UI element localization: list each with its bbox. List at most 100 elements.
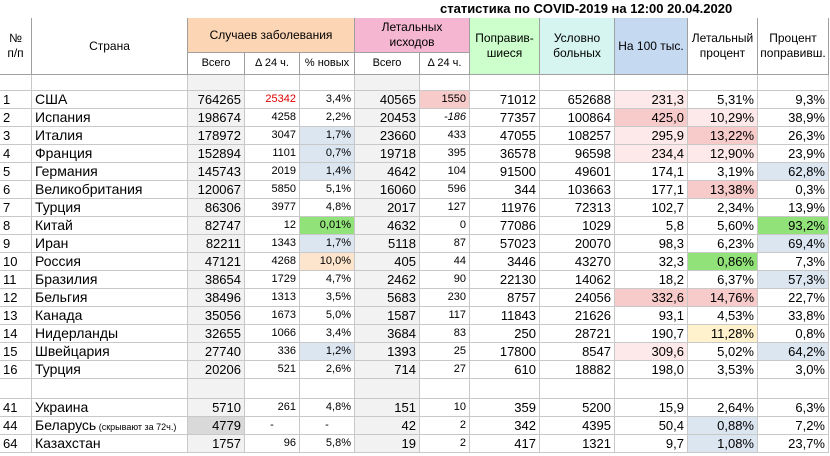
country-name: Швейцария: [32, 343, 188, 361]
data-cell: 336: [245, 343, 300, 361]
data-cell: 47055: [470, 127, 540, 145]
data-cell: 4,7%: [300, 271, 355, 289]
data-cell: 77086: [470, 217, 540, 235]
data-cell: 3446: [470, 253, 540, 271]
data-cell: 521: [245, 361, 300, 379]
data-cell: 652688: [540, 91, 615, 109]
data-cell: 83: [420, 325, 470, 343]
row-number: 9: [0, 235, 32, 253]
data-cell: 2: [420, 417, 470, 435]
data-cell: 22,7%: [758, 289, 829, 307]
data-cell: 44: [420, 253, 470, 271]
data-cell: 11,28%: [688, 325, 758, 343]
data-cell: 4642: [355, 163, 420, 181]
data-cell: 43270: [540, 253, 615, 271]
empty-cell: [188, 75, 245, 91]
empty-cell: [32, 75, 188, 91]
header-cell: Страна: [32, 18, 188, 75]
empty-cell: [32, 379, 188, 399]
data-cell: 86306: [188, 199, 245, 217]
country-name: Беларусь (скрывают за 72ч.): [32, 417, 188, 435]
data-cell: 33,8%: [758, 307, 829, 325]
data-cell: 96598: [540, 145, 615, 163]
row-number: 3: [0, 127, 32, 145]
row-number: 15: [0, 343, 32, 361]
data-cell: 17800: [470, 343, 540, 361]
data-cell: 3,53%: [688, 361, 758, 379]
data-cell: 295,9: [615, 127, 688, 145]
data-cell: 8547: [540, 343, 615, 361]
data-cell: 13,38%: [688, 181, 758, 199]
data-cell: 127: [420, 199, 470, 217]
empty-cell: [615, 75, 688, 91]
header-cell: № п/п: [0, 18, 32, 75]
empty-cell: [688, 75, 758, 91]
data-cell: 20453: [355, 109, 420, 127]
data-cell: 13,22%: [688, 127, 758, 145]
row-number: 8: [0, 217, 32, 235]
country-name: Китай: [32, 217, 188, 235]
data-cell: 3,19%: [688, 163, 758, 181]
data-cell: 610: [470, 361, 540, 379]
data-cell: 20070: [540, 235, 615, 253]
data-cell: 82211: [188, 235, 245, 253]
data-cell: 4632: [355, 217, 420, 235]
data-cell: 57023: [470, 235, 540, 253]
data-cell: 3,4%: [300, 91, 355, 109]
data-cell: 0,01%: [300, 217, 355, 235]
data-cell: 42: [355, 417, 420, 435]
empty-cell: [470, 75, 540, 91]
header-subcell: Δ 24 ч.: [420, 53, 470, 75]
data-cell: 5200: [540, 399, 615, 417]
country-name: Бразилия: [32, 271, 188, 289]
data-cell: 19718: [355, 145, 420, 163]
data-cell: 22130: [470, 271, 540, 289]
country-name: Бельгия: [32, 289, 188, 307]
data-cell: 38496: [188, 289, 245, 307]
data-cell: 4779: [188, 417, 245, 435]
data-cell: 9,7: [615, 435, 688, 453]
data-cell: 15,9: [615, 399, 688, 417]
header-subcell: Δ 24 ч.: [245, 53, 300, 75]
data-cell: 120067: [188, 181, 245, 199]
data-cell: 1343: [245, 235, 300, 253]
data-cell: 0,88%: [688, 417, 758, 435]
data-cell: 0,86%: [688, 253, 758, 271]
data-cell: 16060: [355, 181, 420, 199]
data-cell: 309,6: [615, 343, 688, 361]
data-cell: 98,3: [615, 235, 688, 253]
country-name: Канада: [32, 307, 188, 325]
row-number: 41: [0, 399, 32, 417]
data-cell: 6,23%: [688, 235, 758, 253]
header-cell: Случаев заболевания: [188, 18, 355, 53]
header-subcell: Всего: [355, 53, 420, 75]
data-cell: 1,2%: [300, 343, 355, 361]
data-cell: 35056: [188, 307, 245, 325]
data-cell: 25: [420, 343, 470, 361]
data-cell: 8757: [470, 289, 540, 307]
data-cell: 5,31%: [688, 91, 758, 109]
country-name: Испания: [32, 109, 188, 127]
header-cell: Летальных исходов: [355, 18, 470, 53]
row-number: 12: [0, 289, 32, 307]
data-cell: 69,4%: [758, 235, 829, 253]
data-cell: 1029: [540, 217, 615, 235]
data-cell: 9,3%: [758, 91, 829, 109]
data-cell: 18,2: [615, 271, 688, 289]
data-cell: 23,9%: [758, 145, 829, 163]
data-cell: 344: [470, 181, 540, 199]
data-cell: 764265: [188, 91, 245, 109]
data-cell: 23,7%: [758, 435, 829, 453]
data-cell: 2,6%: [300, 361, 355, 379]
country-name: Иран: [32, 235, 188, 253]
data-cell: 2,2%: [300, 109, 355, 127]
data-cell: 231,3: [615, 91, 688, 109]
data-cell: 1,08%: [688, 435, 758, 453]
data-cell: 1101: [245, 145, 300, 163]
data-cell: 261: [245, 399, 300, 417]
empty-cell: [615, 379, 688, 399]
data-cell: 72313: [540, 199, 615, 217]
data-cell: 4,53%: [688, 307, 758, 325]
data-cell: 1066: [245, 325, 300, 343]
